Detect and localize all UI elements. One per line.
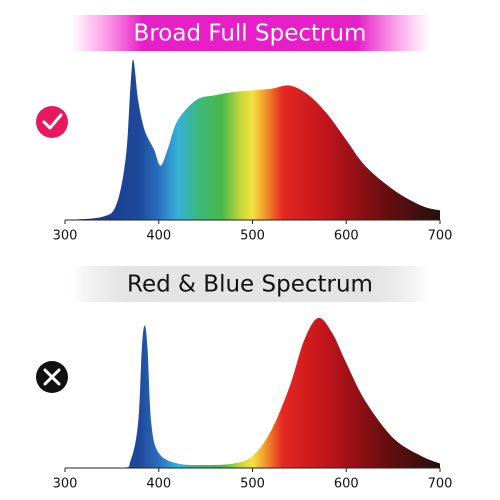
chart-title: Red & Blue Spectrum	[127, 272, 373, 298]
x-tick-label: 300	[53, 477, 78, 492]
title-banner	[70, 266, 430, 302]
x-tick-label: 500	[240, 229, 265, 244]
x-tick-label: 600	[334, 229, 359, 244]
x-tick-label: 300	[53, 229, 78, 244]
title-banner	[70, 15, 430, 51]
x-tick-label: 700	[428, 229, 453, 244]
x-tick-label: 400	[146, 229, 171, 244]
x-tick-label: 500	[240, 477, 265, 492]
chart-title: Broad Full Spectrum	[134, 21, 367, 47]
x-tick-label: 400	[146, 477, 171, 492]
x-tick-label: 600	[334, 477, 359, 492]
check-icon	[36, 106, 68, 138]
x-tick-label: 700	[428, 477, 453, 492]
spectrum-area	[65, 317, 440, 468]
cross-icon	[36, 361, 68, 393]
spectrum-area	[65, 59, 440, 220]
